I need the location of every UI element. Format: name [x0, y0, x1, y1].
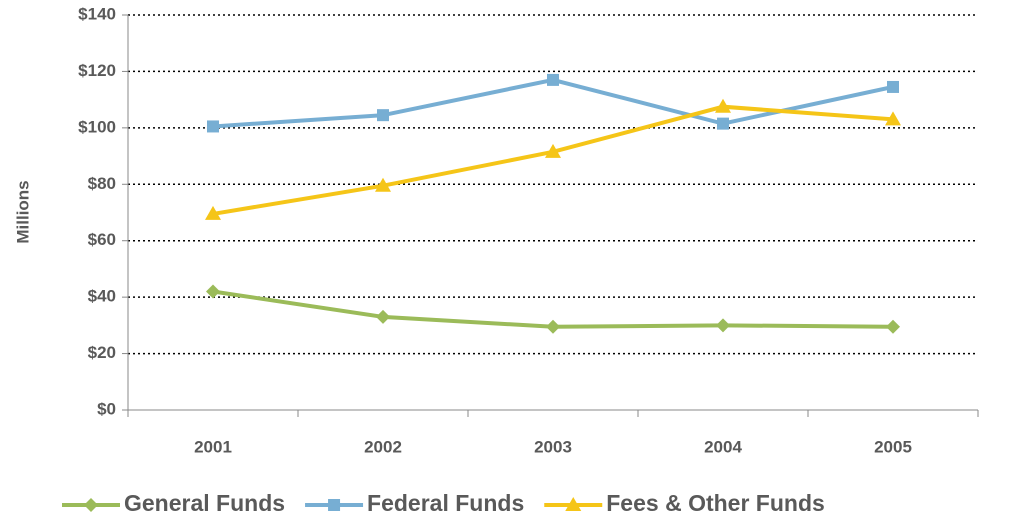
x-tick-label: 2004 — [704, 437, 742, 456]
y-axis-label: Millions — [13, 180, 32, 243]
marker — [375, 177, 391, 192]
legend-marker — [565, 497, 582, 511]
marker — [207, 120, 219, 133]
y-tick-label: $20 — [88, 343, 116, 362]
marker — [545, 143, 561, 158]
legend-marker — [84, 498, 98, 512]
marker — [885, 111, 901, 126]
legend-marker — [328, 499, 341, 511]
y-tick-label: $100 — [78, 117, 116, 136]
y-tick-label: $80 — [88, 174, 116, 193]
marker — [376, 309, 390, 324]
marker — [886, 319, 900, 334]
marker — [715, 98, 731, 113]
marker — [206, 284, 220, 299]
marker — [717, 117, 729, 130]
marker — [547, 73, 559, 86]
series-line — [212, 104, 894, 216]
y-tick-label: $40 — [88, 287, 116, 306]
marker — [716, 318, 730, 333]
x-tick-label: 2005 — [874, 437, 912, 456]
y-tick-label: $140 — [78, 4, 116, 23]
x-tick-label: 2003 — [534, 437, 572, 456]
marker — [205, 205, 221, 220]
legend-label: Federal Funds — [367, 490, 524, 516]
legend-label: Fees & Other Funds — [606, 490, 825, 516]
y-tick-label: $60 — [88, 230, 116, 249]
series-line — [212, 77, 894, 129]
marker — [887, 80, 899, 93]
x-tick-label: 2002 — [364, 437, 402, 456]
marker — [546, 319, 560, 334]
y-tick-label: $120 — [78, 61, 116, 80]
x-tick-label: 2001 — [194, 437, 232, 456]
y-tick-label: $0 — [97, 399, 116, 418]
marker — [377, 109, 389, 122]
legend-label: General Funds — [124, 490, 285, 516]
